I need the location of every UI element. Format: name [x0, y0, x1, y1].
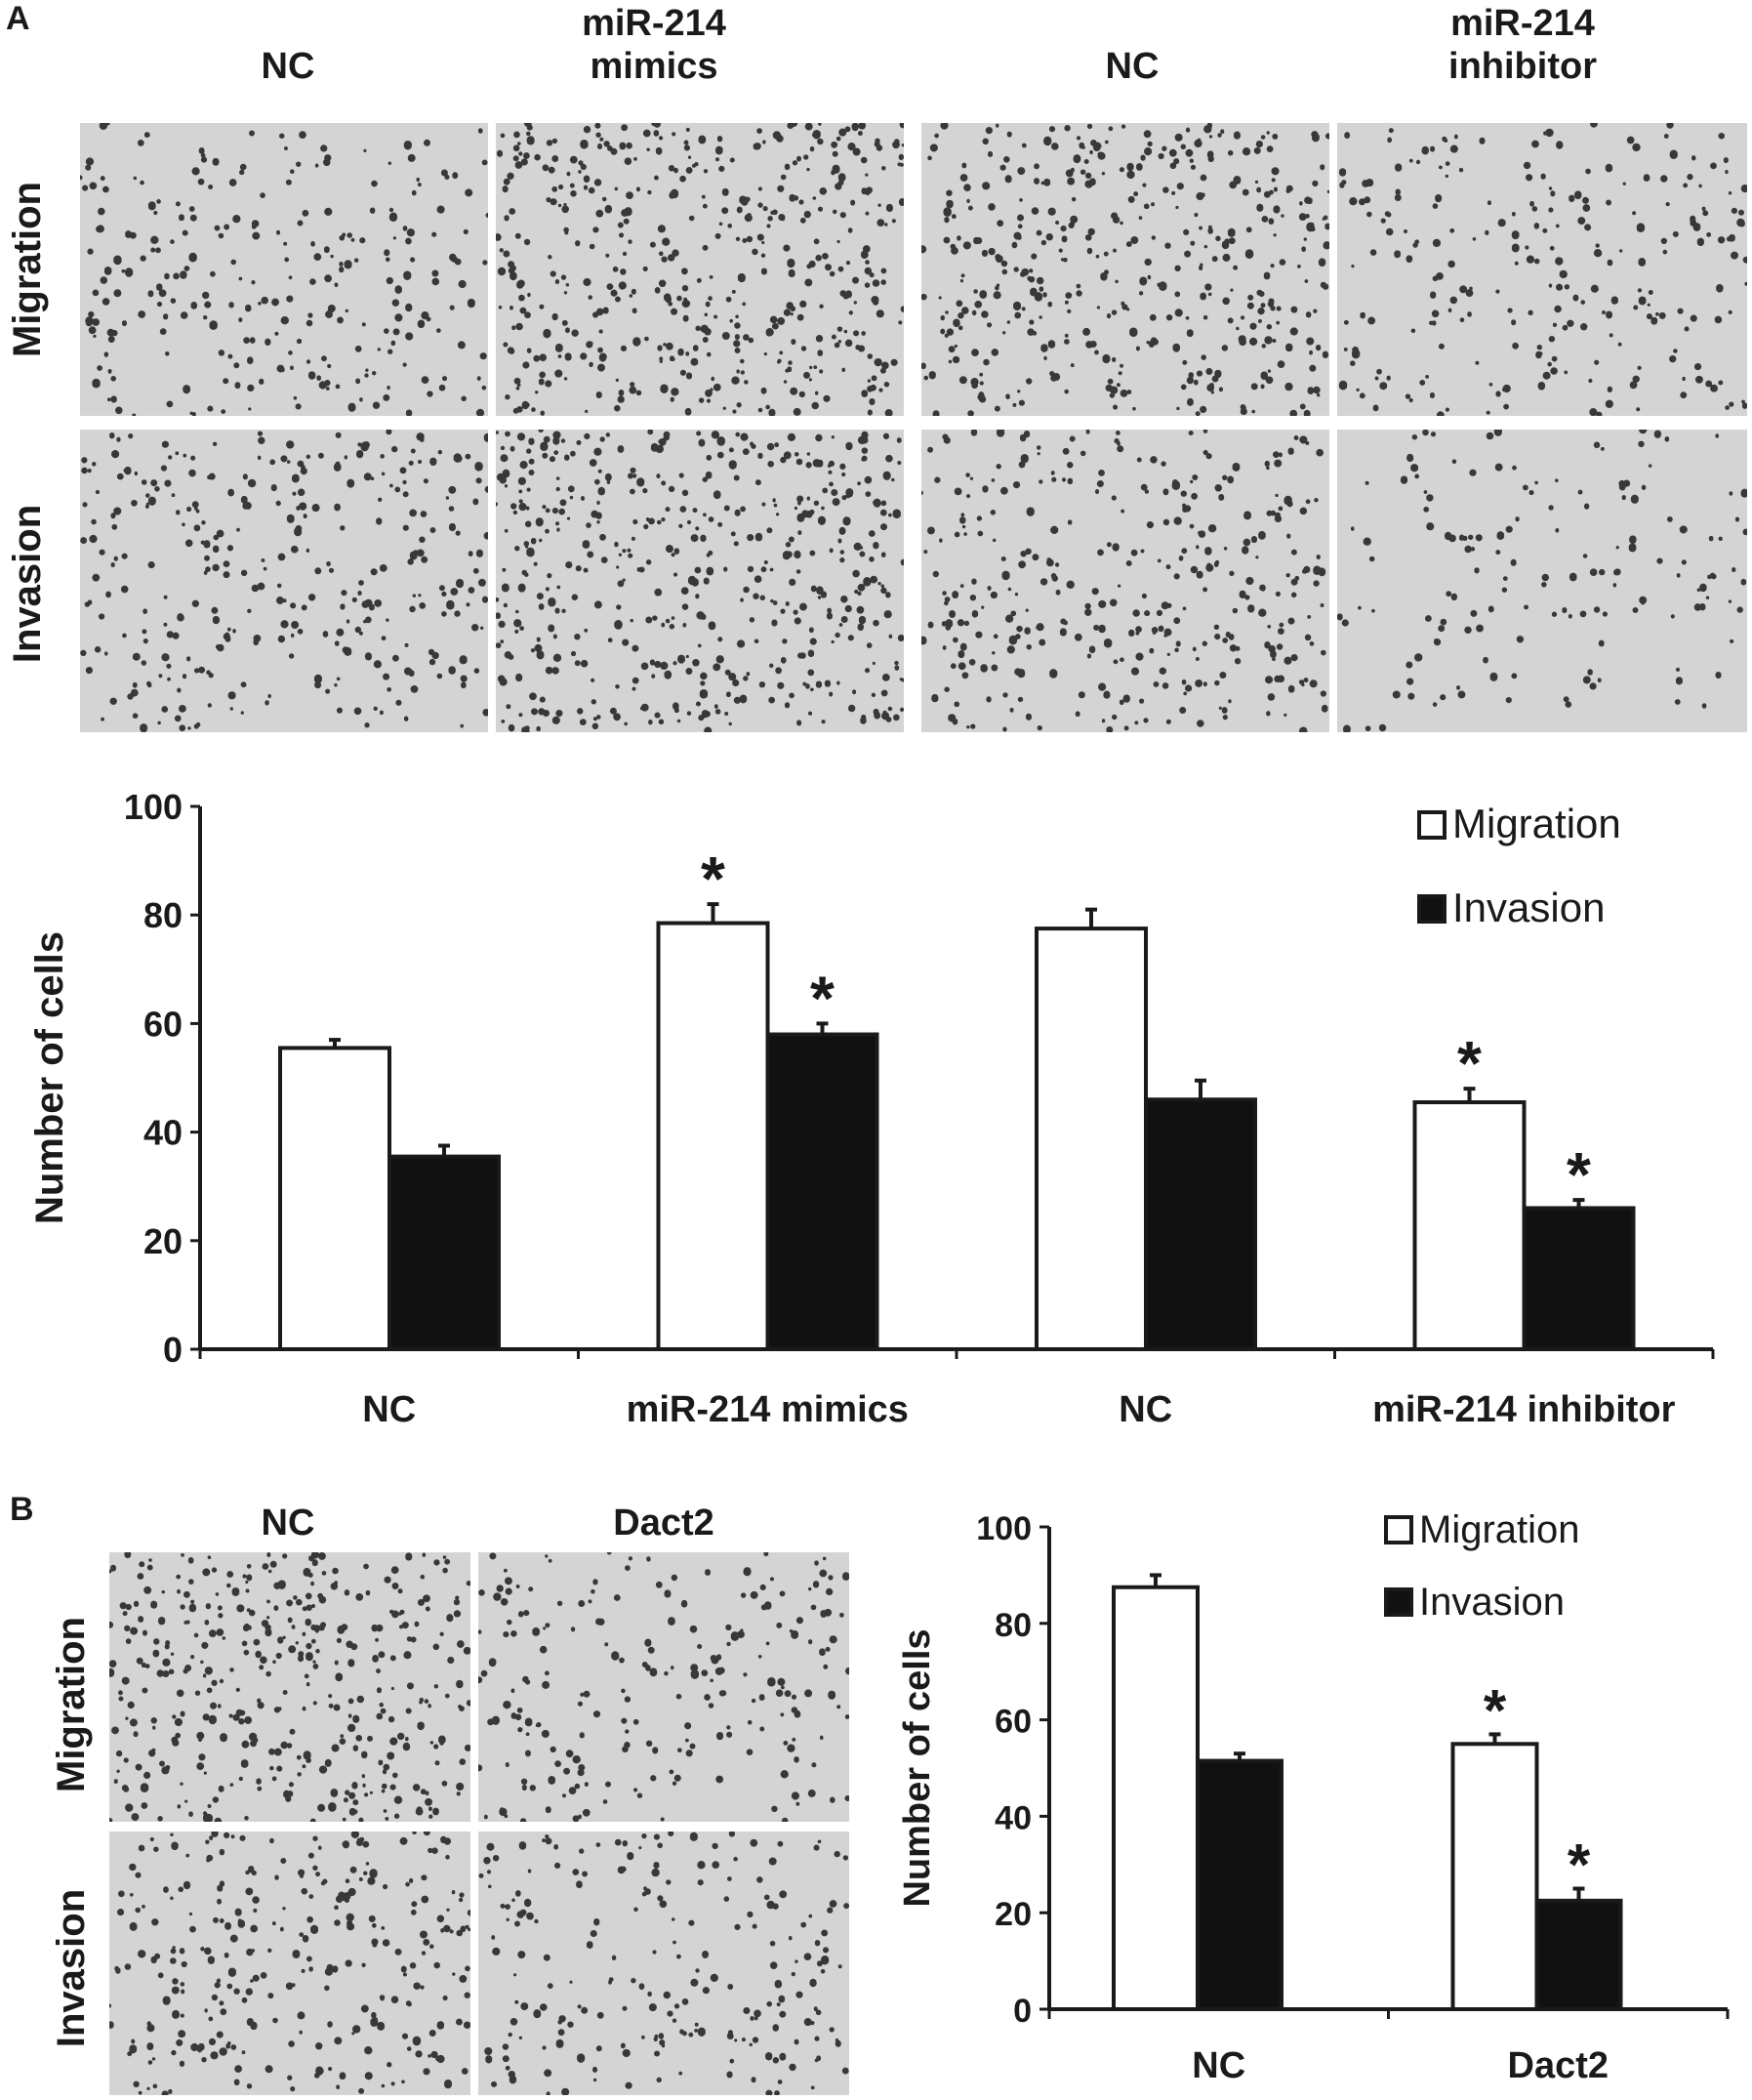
- significance-star: *: [810, 963, 835, 1033]
- micrograph-a-inhibitor-invasion: [1337, 430, 1747, 732]
- y-tick-label: 60: [143, 1004, 183, 1044]
- x-category-label: Dact2: [1508, 2045, 1609, 2086]
- bar-invasion: [387, 1154, 501, 1351]
- x-category-label: miR-214 inhibitor: [1372, 1389, 1676, 1430]
- panel-a-col-label-nc: NC: [261, 46, 315, 87]
- micrograph-a-nc2-invasion: [921, 430, 1329, 732]
- panel-a-col-label-inhibitor: miR-214 inhibitor: [1448, 3, 1597, 87]
- y-tick-label: 100: [976, 1510, 1032, 1547]
- significance-star: *: [1567, 1139, 1591, 1210]
- micrograph-a-nc2-migration: [921, 123, 1329, 416]
- bar-migration: [1450, 1742, 1539, 2011]
- panel-a-col-label-mimics: miR-214 mimics: [582, 3, 726, 87]
- micrograph-a-mimics-migration: [496, 123, 904, 416]
- significance-star: *: [1484, 1677, 1507, 1743]
- bar-migration: [1112, 1585, 1200, 2011]
- y-tick-label: 60: [995, 1704, 1032, 1741]
- micrograph-b-dact2-invasion: [478, 1832, 849, 2095]
- y-tick-label: 20: [143, 1221, 183, 1261]
- y-tick-label: 100: [124, 787, 183, 827]
- significance-star: *: [1568, 1832, 1591, 1898]
- panel-a-row-label-invasion: Invasion: [6, 504, 49, 664]
- micrograph-b-dact2-migration: [478, 1552, 849, 1822]
- y-tick-label: 0: [163, 1330, 183, 1370]
- y-tick-label: 0: [1013, 1993, 1032, 2030]
- bar-invasion: [1144, 1097, 1257, 1351]
- micrograph-a-mimics-invasion: [496, 430, 904, 732]
- micrograph-b-nc-invasion: [109, 1832, 470, 2095]
- legend-label-migration: Migration: [1452, 801, 1621, 846]
- panel-b-col-label-nc: NC: [261, 1503, 315, 1544]
- legend-label-invasion: Invasion: [1419, 1581, 1565, 1624]
- bar-invasion: [1534, 1898, 1623, 2012]
- y-axis-label: Number of cells: [28, 931, 71, 1224]
- micrograph-a-nc-migration: [80, 123, 488, 416]
- micrograph-a-inhibitor-migration: [1337, 123, 1747, 416]
- y-tick-label: 80: [995, 1607, 1032, 1644]
- legend-swatch-invasion: [1417, 894, 1446, 924]
- panel-b-row-label-migration: Migration: [50, 1617, 93, 1792]
- bar-migration: [1035, 926, 1148, 1351]
- significance-star: *: [1457, 1028, 1482, 1098]
- chart-b: 0 20 40 60 80 100 Number of cells NC Dact2 * * Migr…: [897, 1508, 1730, 2086]
- micrograph-b-nc-migration: [109, 1552, 470, 1822]
- panel-b-row-label-invasion: Invasion: [50, 1888, 93, 2048]
- bar-migration: [278, 1046, 391, 1351]
- bar-invasion: [1522, 1206, 1636, 1351]
- bar-invasion: [1196, 1758, 1283, 2011]
- x-category-label: NC: [362, 1389, 416, 1430]
- y-tick-label: 40: [995, 1799, 1032, 1836]
- panel-a-col-label-nc2: NC: [1105, 46, 1160, 87]
- y-tick-label: 20: [995, 1896, 1032, 1933]
- chart-a: 0 20 40 60 80 100 Number of cells NC miR-214 mim…: [28, 787, 1715, 1430]
- panel-a-letter: A: [6, 0, 30, 37]
- x-category-label: miR-214 mimics: [627, 1389, 909, 1430]
- bar-migration: [1412, 1100, 1527, 1351]
- y-axis-label: Number of cells: [897, 1628, 938, 1907]
- legend-swatch-migration: [1384, 1515, 1413, 1544]
- legend-swatch-invasion: [1384, 1587, 1413, 1617]
- bar-invasion: [765, 1032, 879, 1351]
- panel-a-row-label-migration: Migration: [6, 182, 49, 357]
- legend-label-invasion: Invasion: [1452, 885, 1605, 930]
- y-tick-label: 80: [143, 895, 183, 935]
- significance-star: *: [701, 844, 725, 914]
- micrograph-a-nc-invasion: [80, 430, 488, 732]
- panel-b-letter: B: [10, 1491, 34, 1528]
- x-category-label: NC: [1192, 2045, 1245, 2086]
- panel-b-col-label-dact2: Dact2: [613, 1503, 714, 1544]
- bar-migration: [656, 921, 770, 1351]
- legend-label-migration: Migration: [1419, 1508, 1580, 1551]
- legend-swatch-migration: [1417, 810, 1446, 840]
- x-category-label: NC: [1119, 1389, 1172, 1430]
- y-tick-label: 40: [143, 1113, 183, 1153]
